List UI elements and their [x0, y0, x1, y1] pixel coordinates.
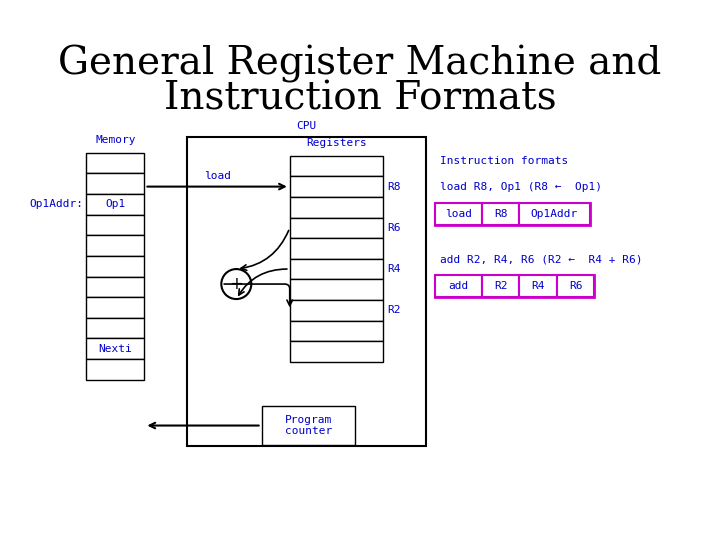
- Bar: [86, 297, 145, 318]
- Bar: [435, 275, 482, 297]
- Bar: [186, 137, 426, 446]
- Bar: [86, 235, 145, 256]
- Bar: [289, 341, 384, 362]
- Bar: [435, 202, 482, 225]
- Text: R6: R6: [569, 281, 582, 291]
- Text: add R2, R4, R6 (R2 ←  R4 + R6): add R2, R4, R6 (R2 ← R4 + R6): [440, 254, 642, 264]
- Bar: [86, 318, 145, 339]
- Text: Instruction formats: Instruction formats: [440, 156, 568, 166]
- Text: R8: R8: [494, 209, 508, 219]
- Bar: [289, 197, 384, 218]
- Bar: [519, 275, 557, 297]
- Text: R6: R6: [387, 223, 400, 233]
- Text: R8: R8: [387, 181, 400, 192]
- FancyBboxPatch shape: [435, 202, 590, 225]
- Bar: [482, 202, 519, 225]
- Circle shape: [221, 269, 251, 299]
- Bar: [86, 194, 145, 215]
- Bar: [289, 238, 384, 259]
- Bar: [289, 218, 384, 238]
- Text: add: add: [449, 281, 469, 291]
- FancyBboxPatch shape: [435, 275, 594, 297]
- Bar: [289, 176, 384, 197]
- Bar: [482, 275, 519, 297]
- Text: Nexti: Nexti: [99, 343, 132, 354]
- Text: Registers: Registers: [306, 138, 367, 148]
- Text: load: load: [445, 209, 472, 219]
- Text: load R8, Op1 (R8 ←  Op1): load R8, Op1 (R8 ← Op1): [440, 182, 602, 192]
- Bar: [289, 321, 384, 341]
- Text: R2: R2: [387, 305, 400, 315]
- Text: General Register Machine and: General Register Machine and: [58, 45, 662, 83]
- Text: Op1Addr:: Op1Addr:: [30, 199, 84, 210]
- Bar: [557, 275, 594, 297]
- Bar: [86, 339, 145, 359]
- Text: R4: R4: [531, 281, 545, 291]
- Bar: [289, 259, 384, 279]
- Bar: [289, 156, 384, 176]
- Bar: [289, 279, 384, 300]
- Bar: [86, 276, 145, 297]
- Text: Instruction Formats: Instruction Formats: [163, 81, 557, 118]
- Text: R2: R2: [494, 281, 508, 291]
- Text: CPU: CPU: [296, 122, 316, 131]
- Text: Program
counter: Program counter: [285, 415, 332, 436]
- Bar: [86, 256, 145, 276]
- Bar: [86, 173, 145, 194]
- Bar: [289, 300, 384, 321]
- Bar: [261, 406, 355, 445]
- Text: Memory: Memory: [95, 136, 135, 145]
- Bar: [86, 215, 145, 235]
- Bar: [519, 202, 590, 225]
- Text: Op1: Op1: [105, 199, 125, 210]
- Text: +: +: [230, 275, 243, 293]
- Text: Op1Addr: Op1Addr: [531, 209, 578, 219]
- Bar: [86, 153, 145, 173]
- Text: R4: R4: [387, 264, 400, 274]
- Text: load: load: [204, 171, 230, 181]
- Bar: [86, 359, 145, 380]
